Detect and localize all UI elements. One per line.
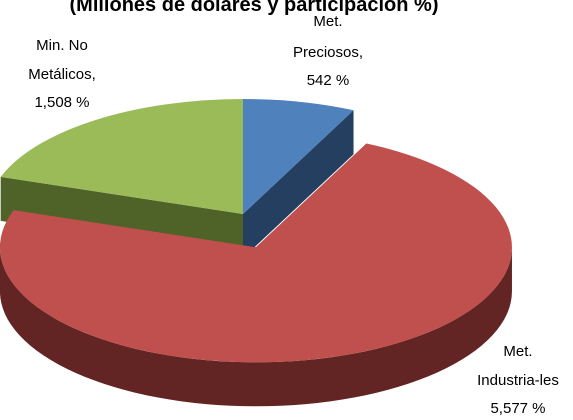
slice-label-line: Metálicos,	[28, 66, 96, 83]
pie-slice-outer-wall	[0, 247, 512, 407]
slice-label-line: Industria-les	[477, 372, 559, 389]
pie-slice	[0, 98, 244, 214]
pie-slice	[243, 99, 354, 214]
chart-title: (Millones de dólares y participación %)	[70, 0, 439, 16]
slice-label-line: Min. No	[36, 37, 88, 54]
pie-slices	[0, 98, 512, 407]
pie-slice	[0, 143, 512, 363]
slice-label-line: 1,508 %	[34, 94, 89, 111]
pie-slice-cut-face	[243, 110, 354, 258]
slice-label-line: Met.	[313, 13, 342, 30]
slice-label-line: Met.	[503, 343, 532, 360]
slice-label-line: 5,577 %	[490, 400, 545, 417]
slice-label-met-preciosos: Met. Preciosos, 542 %	[293, 13, 363, 89]
slice-label-min-no-metalicos: Min. No Metálicos, 1,508 %	[28, 37, 96, 111]
slice-label-line: Preciosos,	[293, 44, 363, 61]
slice-label-met-industriales: Met. Industria-les 5,577 %	[477, 343, 559, 417]
slice-label-line: 542 %	[307, 72, 350, 89]
